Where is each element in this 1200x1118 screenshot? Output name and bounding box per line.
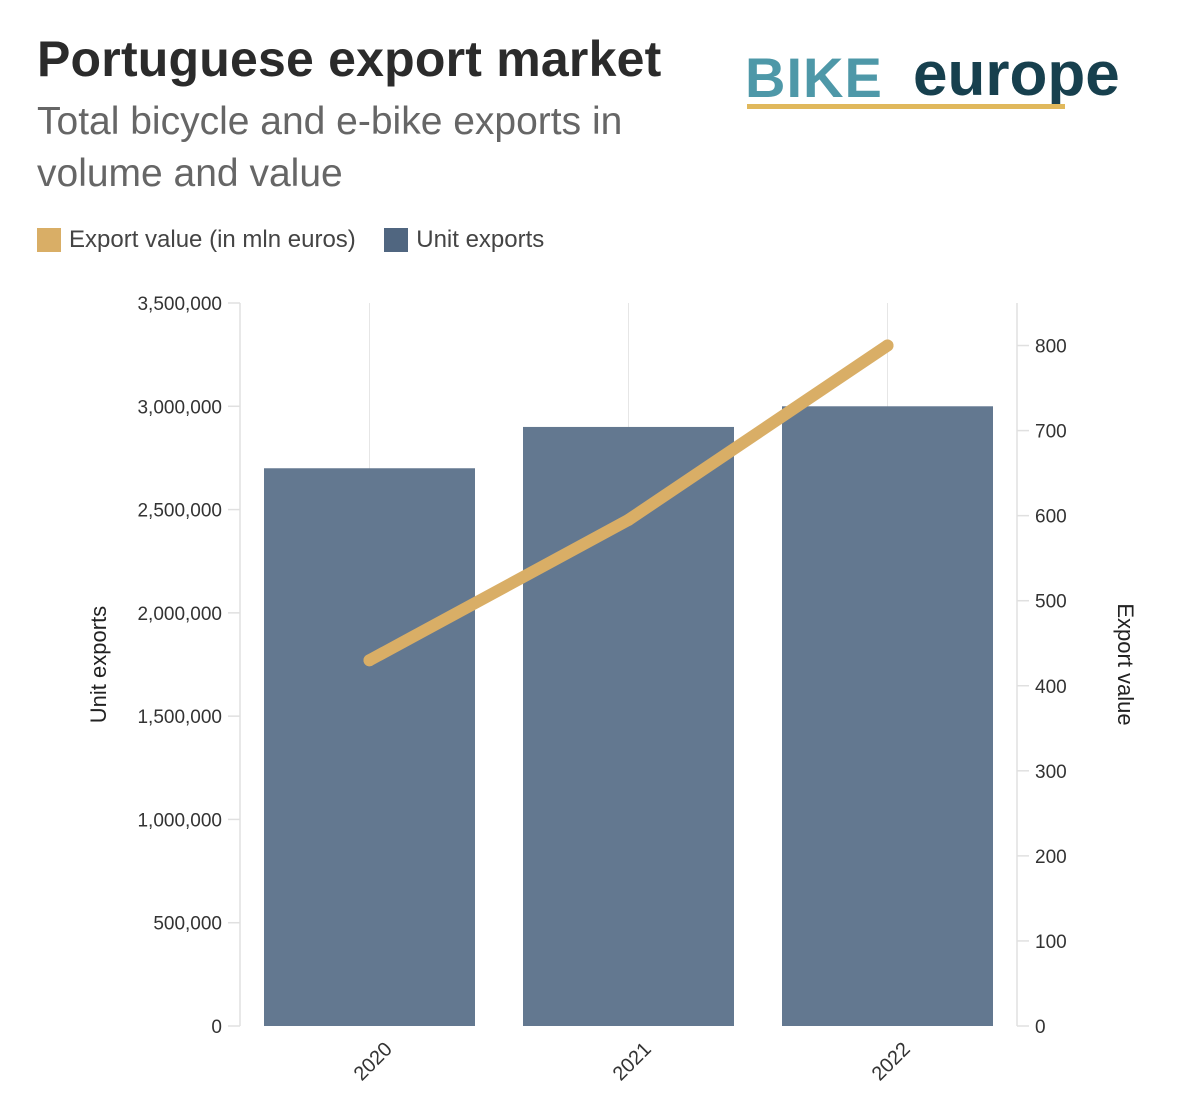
legend-swatch-unit-exports xyxy=(384,228,409,252)
y-axis-title: Unit exports xyxy=(86,606,111,723)
x-tick-label: 2022 xyxy=(868,1038,915,1085)
y-tick-label: 3,500,000 xyxy=(137,294,222,315)
y2-tick-label: 300 xyxy=(1035,762,1067,783)
logo-text-bike: BIKE xyxy=(745,46,883,109)
legend-label-export-value: Export value (in mln euros) xyxy=(69,226,356,253)
bar-2022 xyxy=(782,406,993,1026)
legend-label-unit-exports: Unit exports xyxy=(416,226,545,253)
export-value-point-2021 xyxy=(622,513,635,526)
y-tick-label: 2,500,000 xyxy=(137,501,222,522)
chart-title: Portuguese export market xyxy=(37,31,662,87)
y-tick-label: 0 xyxy=(211,1017,222,1038)
x-tick-label: 2021 xyxy=(609,1038,656,1085)
y2-tick-label: 500 xyxy=(1035,592,1067,613)
y2-tick-label: 400 xyxy=(1035,677,1067,698)
export-value-point-2022 xyxy=(881,339,894,352)
legend-swatch-export-value xyxy=(37,228,61,252)
y2-tick-label: 700 xyxy=(1035,422,1067,443)
y2-tick-label: 100 xyxy=(1035,932,1067,953)
y-tick-label: 500,000 xyxy=(153,914,222,935)
y2-tick-label: 800 xyxy=(1035,337,1067,358)
legend-item-unit-exports[interactable]: Unit exports xyxy=(384,226,544,254)
y2-tick-label: 600 xyxy=(1035,507,1067,528)
chart-subtitle: Total bicycle and e-bike exports in volu… xyxy=(37,100,623,195)
bike-europe-logo: BIKE europe xyxy=(745,42,1155,118)
y2-axis-title: Export value xyxy=(1113,603,1138,725)
chart-legend: Export value (in mln euros) Unit exports xyxy=(37,226,568,256)
y2-tick-label: 200 xyxy=(1035,847,1067,868)
y-tick-label: 2,000,000 xyxy=(137,604,222,625)
logo-text-europe: europe xyxy=(913,40,1120,109)
bar-2020 xyxy=(264,468,475,1026)
y-tick-label: 1,500,000 xyxy=(137,707,222,728)
x-tick-label: 2020 xyxy=(350,1038,397,1085)
bar-2021 xyxy=(523,426,734,1026)
y-tick-label: 1,000,000 xyxy=(137,810,222,831)
y-tick-label: 3,000,000 xyxy=(137,397,222,418)
logo-underline xyxy=(747,104,1065,109)
legend-item-export-value[interactable]: Export value (in mln euros) xyxy=(37,226,356,254)
export-value-point-2020 xyxy=(363,654,376,667)
y2-tick-label: 0 xyxy=(1035,1017,1046,1038)
